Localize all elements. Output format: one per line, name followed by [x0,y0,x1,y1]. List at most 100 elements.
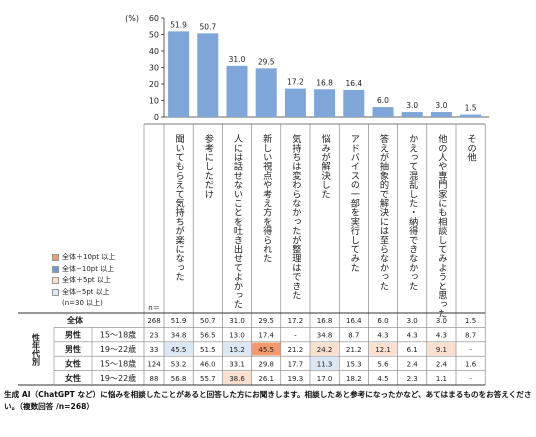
y-tick-label: 20 [149,80,159,89]
table-cell: 4.3 [377,332,388,340]
row-age-label: 19～22歳 [100,344,136,354]
y-tick-label: 30 [149,64,159,73]
table-cell: 1.5 [465,317,476,325]
bar [197,33,219,117]
bar [401,112,423,117]
bar-value-label: 16.4 [345,79,362,88]
table-cell: 6.0 [377,317,388,325]
row-age-label: 15～18歳 [100,330,136,340]
table-cell: 3.0 [407,317,418,325]
highlight-cell [310,357,339,370]
table-cell: 5.6 [377,360,389,368]
bar-value-label: 3.0 [435,101,447,110]
category-label: 気持ちは変わらなかったが整理はできた [290,133,302,300]
row-n: 88 [150,375,159,383]
table-cell: 17.7 [288,360,304,368]
table-cell: 50.7 [200,317,216,325]
table-cell: 55.7 [200,375,216,383]
table-cell: 29.5 [258,317,274,325]
row-n: 23 [150,332,159,340]
legend-label: 全体＋5pt 以上 [62,276,111,284]
table-cell: 15.2 [229,346,245,354]
highlight-cell [164,342,193,356]
highlight-cell [222,371,252,385]
bar-value-label: 31.0 [229,55,246,64]
bar-value-label: 3.0 [406,101,418,110]
legend-swatch [52,288,59,296]
table-cell: 18.2 [346,375,362,383]
bar [314,89,336,117]
legend-swatch [52,265,59,273]
legend-swatch [52,277,59,285]
table-cell: 51.9 [171,317,187,325]
legend-swatch [52,254,59,262]
bar [226,65,248,117]
row-label: 全体 [66,315,84,325]
table-cell: 46.0 [200,360,216,368]
bar [343,89,365,117]
table-cell: 8.7 [465,332,476,340]
table-cell: 53.2 [171,360,187,368]
category-label: 聞いてもらえて気持ちが楽になった [173,134,185,281]
legend-label: 全体−10pt 以上 [62,264,115,273]
legend-item: 全体−5pt 以上 [52,287,115,299]
table-cell: 26.1 [258,375,274,383]
legend-label: 全体＋10pt 以上 [62,253,116,261]
highlight-cell [427,342,456,356]
group-label: 性年代別 [32,332,41,366]
bar [255,68,277,117]
table-cell: 1.1 [436,375,447,383]
y-tick-label: 60 [149,14,159,23]
bar [168,31,190,118]
category-label: 人には話せないことを吐き出せてよかった [232,134,244,309]
category-label: 悩みが解決した [319,133,331,198]
row-gender-label: 男性 [65,344,81,354]
table-cell: 11.3 [317,360,333,368]
bar-value-label: 1.5 [465,104,477,113]
bar [460,114,482,117]
table-cell: 51.5 [200,346,216,354]
row-age-label: 19～22歳 [100,373,136,383]
table-cell: 2.4 [407,360,419,368]
bar-value-label: 29.5 [258,57,275,66]
bar-value-label: 51.9 [170,20,187,29]
category-label: 他の人や専門家にも相談してみようと思った [436,133,448,318]
table-cell: 4.3 [436,332,447,340]
table-cell: 21.2 [346,346,362,354]
legend-item: (n=30 以上) [52,298,115,310]
category-label: 参考にしただけ [202,133,214,198]
table-cell: 9.1 [436,346,447,354]
table-cell: 4.3 [407,332,418,340]
table-cell: 13.0 [229,332,245,340]
highlight-cell [222,342,252,356]
category-label: その他 [465,134,477,162]
row-n: 124 [147,360,161,368]
table-cell: 17.2 [288,317,304,325]
row-n: 268 [147,317,160,325]
category-label: 答えが抽象的で解決には至らなかった [378,133,390,290]
table-cell: 16.8 [317,317,333,325]
table-cell: 19.3 [288,375,304,383]
y-tick-label: 10 [149,97,159,106]
category-label: 新しい視点や考え方を得られた [261,133,273,263]
table-cell: - [469,375,472,383]
table-cell: 6.1 [407,346,418,354]
bar-value-label: 17.2 [287,78,304,87]
bar-value-label: 50.7 [199,22,216,31]
table-cell: 21.2 [288,346,304,354]
row-gender-label: 女性 [65,358,81,368]
table-cell: 3.0 [436,317,447,325]
legend-item: 全体−10pt 以上 [52,264,115,276]
table-cell: - [294,332,297,340]
category-label: かえって混乱した・納得できなかった [407,134,419,290]
table-cell: 45.5 [171,346,187,354]
table-cell: 8.7 [348,332,359,340]
table-cell: 4.5 [377,375,388,383]
y-tick-label: 40 [149,47,159,56]
legend: 全体＋10pt 以上 全体−10pt 以上 全体＋5pt 以上 全体−5pt 以… [52,252,115,310]
table-cell: 31.0 [229,317,245,325]
highlight-cell [252,342,281,356]
category-label: アドバイスの一部を実行してみた [348,134,360,272]
n-header: n＝ [148,304,159,312]
table-cell: 45.5 [258,346,274,354]
